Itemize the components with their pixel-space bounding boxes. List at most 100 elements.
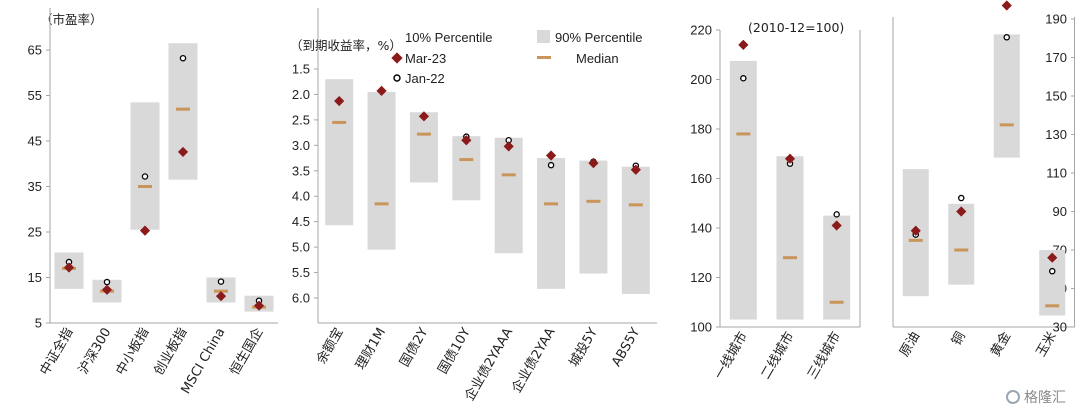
category-label: 余额宝 (313, 325, 346, 367)
median-marker (736, 132, 751, 136)
median-marker (416, 132, 431, 136)
percentile-band (579, 160, 608, 274)
y-tick-label: 200 (690, 72, 712, 87)
jan22-marker (1049, 267, 1056, 275)
y-tick-label: 220 (690, 23, 712, 38)
y-tick-label: 25 (28, 225, 42, 240)
y-tick-label: 15 (28, 270, 42, 285)
category-label: 二线城市 (758, 329, 798, 382)
y-tick-label: 45 (28, 134, 42, 149)
y-tick-label: 120 (690, 270, 712, 285)
legend-median-label: Median (576, 51, 619, 66)
category-label: ABS5Y (609, 325, 643, 369)
y-tick-label: 110 (1046, 166, 1067, 181)
jan22-marker (179, 54, 187, 62)
category-label: 理财1M (353, 326, 389, 373)
legend-mar23-marker (391, 52, 403, 64)
median-marker (332, 120, 347, 124)
jan22-marker (740, 75, 747, 82)
y-tick-label: 65 (28, 43, 42, 58)
y-tick-label: 2.0 (292, 87, 310, 102)
percentile-band (367, 91, 396, 250)
panel-title: (2010-12=100) (748, 20, 844, 35)
housing-index-panel: (2010-12=100) 100 120 140 160 180 200 220 一线城市 二线… (690, 20, 861, 382)
category-label: 一线城市 (711, 329, 751, 382)
legend-jan22-label: Jan-22 (405, 71, 445, 86)
mar23-marker (1001, 0, 1012, 11)
percentile-band (948, 203, 975, 285)
category-label: 国债10Y (436, 325, 474, 376)
panel-title: （到期收益率，%） (290, 38, 402, 53)
y-tick-label: 180 (690, 122, 712, 137)
legend: 10% Percentile 90% Percentile Mar-23 Med… (391, 30, 642, 86)
median-marker (999, 123, 1014, 127)
median-marker (459, 158, 474, 162)
median-marker (374, 202, 389, 206)
category-label: 企业债2YAA (508, 325, 558, 396)
y-tick-label: 35 (28, 179, 42, 194)
jan22-marker (1003, 34, 1011, 41)
percentile-band (168, 43, 198, 180)
panel-title: （市盈率） (40, 12, 103, 27)
legend-p90-swatch (537, 30, 550, 43)
y-tick-label: 90 (1053, 204, 1067, 219)
jan22-marker (141, 173, 149, 180)
percentile-band (537, 158, 566, 289)
percentile-band (993, 34, 1020, 158)
mar23-marker (139, 225, 151, 236)
percentile-band (621, 166, 650, 294)
median-marker (829, 300, 844, 304)
percentile-band (729, 60, 757, 320)
category-label: 恒生国企 (227, 325, 267, 378)
median-marker (954, 248, 969, 252)
y-tick-label: 55 (28, 88, 42, 103)
legend-p10-label: 10% Percentile (405, 30, 492, 45)
category-label: 铜 (949, 330, 968, 349)
jan22-marker (217, 278, 225, 285)
median-marker (586, 199, 601, 203)
percentile-band (452, 136, 481, 201)
y-tick-label: 150 (1045, 89, 1067, 104)
y-tick-label: 160 (690, 171, 712, 186)
median-marker (176, 107, 190, 111)
category-label: 中证全指 (37, 325, 77, 378)
y-tick-label: 3.5 (292, 163, 310, 178)
legend-mar23-label: Mar-23 (405, 51, 446, 66)
y-tick-label: 4.0 (292, 189, 310, 204)
median-marker (501, 173, 516, 177)
y-tick-label: 6.0 (292, 291, 310, 306)
mar23-marker (1047, 252, 1058, 263)
median-marker (628, 203, 643, 207)
category-label: 国债2Y (397, 325, 431, 369)
y-tick-label: 5 (35, 316, 42, 331)
percentile-band (494, 137, 523, 254)
jan22-marker (958, 194, 965, 202)
category-label: 城投5Y (566, 325, 601, 370)
category-label: 三线城市 (804, 329, 844, 382)
y-tick-label: 4.5 (292, 214, 310, 229)
median-marker (138, 185, 152, 188)
legend-jan22-marker (393, 74, 401, 82)
y-tick-label: 3.0 (292, 138, 310, 153)
y-tick-label: 1.5 (292, 62, 310, 77)
category-label: 创业板指 (151, 326, 190, 379)
y-tick-label: 100 (690, 320, 712, 335)
median-marker (544, 202, 559, 206)
median-marker (1045, 304, 1060, 308)
percentile-band (409, 112, 438, 183)
legend-p90-label: 90% Percentile (555, 30, 642, 45)
watermark-logo-icon (1006, 390, 1020, 404)
y-tick-label: 5.0 (292, 240, 310, 255)
y-tick-label: 2.5 (292, 112, 310, 127)
jan22-marker (547, 161, 555, 169)
y-tick-label: 190 (1045, 12, 1067, 27)
watermark: 格隆汇 (1006, 387, 1066, 407)
category-label: 原油 (897, 330, 923, 360)
y-tick-label: 140 (690, 221, 712, 236)
y-tick-label: 170 (1045, 50, 1067, 65)
jan22-marker (833, 211, 840, 218)
percentile-band (776, 156, 804, 320)
y-tick-label: 130 (1045, 127, 1067, 142)
percentile-band (823, 215, 851, 320)
